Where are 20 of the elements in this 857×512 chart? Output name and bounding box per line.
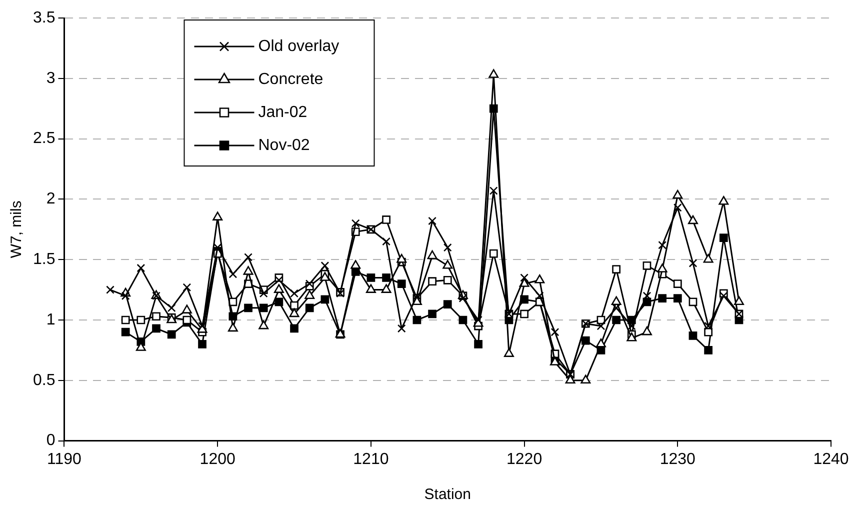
y-axis-title: W7, mils (8, 200, 26, 258)
y-tick-label: 1 (46, 311, 56, 328)
y-tick-label: 2.5 (32, 130, 56, 148)
legend-label: Nov-02 (258, 136, 310, 154)
y-tick-label: 0 (46, 432, 56, 450)
x-tick-label: 1230 (660, 450, 696, 468)
legend-label: Old overlay (258, 38, 340, 55)
x-tick-label: 1240 (813, 450, 849, 468)
x-tick-label: 1220 (506, 450, 542, 468)
y-tick-label: 2 (46, 190, 56, 208)
y-tick-label: 3 (46, 70, 56, 87)
y-tick-label: 3.5 (32, 9, 56, 26)
x-tick-label: 1190 (47, 450, 82, 468)
legend-label: Jan-02 (258, 104, 308, 121)
legend-label: Concrete (258, 70, 324, 88)
y-tick-label: 0.5 (32, 372, 56, 389)
y-tick-label: 1.5 (32, 251, 56, 268)
x-tick-label: 1210 (353, 450, 389, 468)
x-tick-label: 1200 (200, 450, 236, 468)
x-axis-title: Station (424, 486, 471, 504)
